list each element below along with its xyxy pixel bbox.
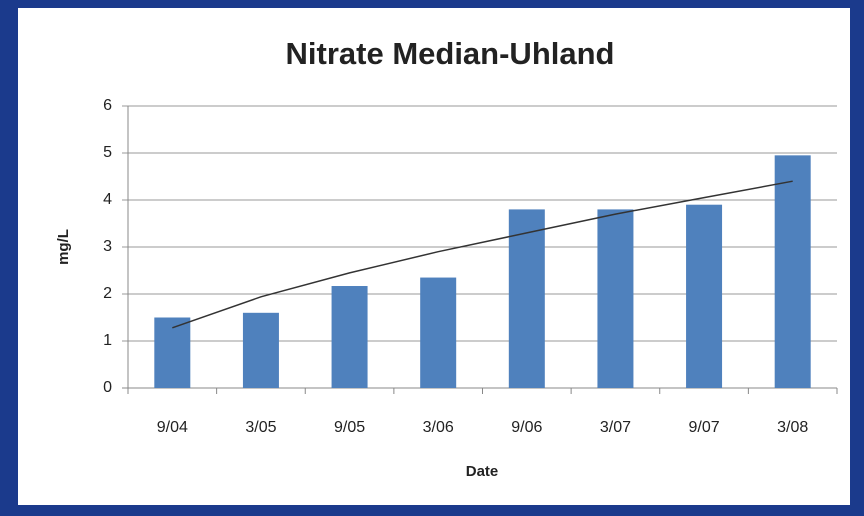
chart-title: Nitrate Median-Uhland xyxy=(286,36,615,71)
bar xyxy=(774,155,811,388)
x-tick-label: 9/06 xyxy=(511,419,542,436)
y-tick-label: 0 xyxy=(103,379,112,396)
bar xyxy=(686,204,723,388)
x-tick-label: 3/08 xyxy=(777,419,808,436)
x-tick-label: 9/05 xyxy=(334,419,365,436)
bar xyxy=(331,286,368,388)
y-tick-label: 2 xyxy=(103,285,112,302)
trendline xyxy=(172,180,793,329)
x-tick-label: 3/06 xyxy=(423,419,454,436)
y-tick-label: 4 xyxy=(103,191,112,208)
x-tick-label: 9/04 xyxy=(157,419,188,436)
y-tick-label: 3 xyxy=(103,238,112,255)
bar xyxy=(508,209,545,388)
y-tick-label: 1 xyxy=(103,332,112,349)
x-tick-label: 3/07 xyxy=(600,419,631,436)
x-tick-label: 3/05 xyxy=(245,419,276,436)
bar xyxy=(242,312,279,388)
y-tick-label: 5 xyxy=(103,144,112,161)
bar xyxy=(420,277,457,388)
y-axis-label: mg/L xyxy=(55,229,72,265)
y-tick-label: 6 xyxy=(103,97,112,114)
bar xyxy=(154,317,191,388)
bar xyxy=(597,209,634,388)
x-tick-label: 9/07 xyxy=(688,419,719,436)
x-axis-label: Date xyxy=(466,463,499,480)
